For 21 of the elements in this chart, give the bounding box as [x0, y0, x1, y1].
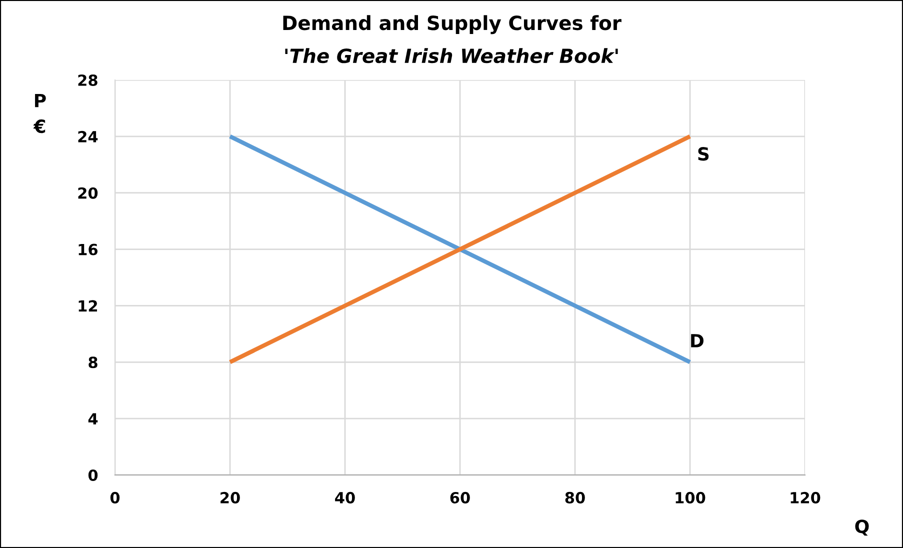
x-tick-label: 20	[220, 492, 240, 504]
y-tick-label: 8	[88, 356, 98, 368]
x-tick-label: 120	[790, 492, 820, 504]
y-tick-label: 20	[78, 187, 98, 199]
y-tick-label: 16	[78, 244, 98, 256]
chart-subtitle: 'The Great Irish Weather Book'	[285, 48, 618, 64]
x-tick-label: 40	[335, 492, 355, 504]
chart-title: Demand and Supply Curves for	[283, 15, 622, 34]
x-tick-label: 60	[450, 492, 470, 504]
series-label: D	[691, 334, 704, 348]
y-tick-label: 4	[88, 413, 98, 424]
series-label: S	[698, 147, 709, 161]
y-tick-label: 24	[78, 130, 98, 142]
y-axis-title: P €	[33, 94, 46, 134]
y-tick-label: 12	[78, 300, 98, 312]
y-tick-label: 28	[78, 74, 98, 86]
y-tick-label: 0	[88, 469, 98, 482]
x-tick-label: 80	[565, 492, 585, 504]
x-tick-label: 100	[676, 492, 706, 504]
x-tick-label: 0	[110, 492, 120, 504]
x-axis-title: Q	[855, 520, 869, 536]
